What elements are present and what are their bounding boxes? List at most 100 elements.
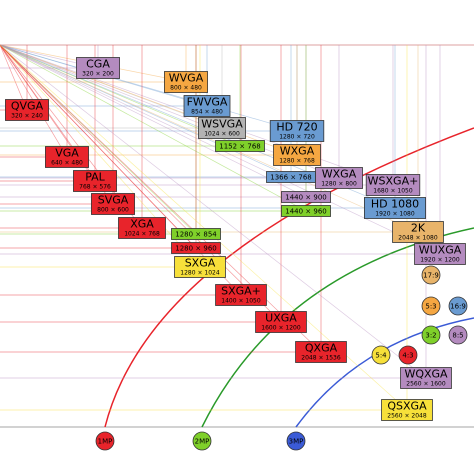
node-label: HD 1080 <box>371 198 419 211</box>
node-resolution: 1280 × 854 <box>175 231 217 239</box>
node-resolution: 1680 × 1050 <box>373 188 413 195</box>
node-label: FWVGA <box>187 96 228 109</box>
node-resolution: 1920 × 1200 <box>420 257 460 264</box>
node-resolution: 2560 × 1600 <box>406 381 446 388</box>
node-box <box>269 120 325 142</box>
node-box <box>76 57 120 79</box>
node-resolution: 1280 × 1024 <box>180 270 220 277</box>
node-box <box>45 146 89 168</box>
aspect-label: 5:3 <box>425 303 436 311</box>
megapixel-circle <box>286 431 306 451</box>
node-label: PAL <box>85 171 105 184</box>
aspect-label: 3:2 <box>425 332 436 340</box>
node-label: XGA <box>130 218 154 231</box>
node-box <box>400 367 452 389</box>
node-label: WUXGA <box>419 244 462 257</box>
aspect-circle <box>448 325 468 345</box>
node-resolution: 320 × 240 <box>11 113 43 120</box>
node-resolution: 2048 × 1536 <box>301 355 341 362</box>
node-label: WSXGA+ <box>368 175 419 188</box>
node-resolution: 2560 × 2048 <box>387 413 427 420</box>
guide-diag <box>0 44 292 178</box>
node-box <box>171 228 221 240</box>
guide-diag <box>0 44 307 212</box>
guide-diag <box>0 44 307 198</box>
node-box <box>281 205 331 217</box>
node-box <box>215 284 267 306</box>
aspect-label: 4:3 <box>402 352 413 360</box>
aspect-label: 5:4 <box>375 352 387 360</box>
node-box <box>363 197 426 219</box>
node-label: QVGA <box>11 100 44 113</box>
node-resolution: 1280 × 800 <box>321 181 357 188</box>
node-resolution: 854 × 480 <box>191 109 223 116</box>
node-box <box>215 140 265 152</box>
node-label: SVGA <box>98 194 129 207</box>
node-resolution: 800 × 600 <box>97 207 129 214</box>
guide-diag <box>0 44 282 323</box>
node-box <box>414 243 466 265</box>
node-box <box>273 144 321 166</box>
guide-diag <box>0 44 322 353</box>
node-box <box>281 191 331 203</box>
node-label: QXGA <box>305 342 338 355</box>
node-box <box>315 167 363 189</box>
guide-diag <box>0 44 427 379</box>
aspect-circle <box>371 345 391 365</box>
aspect-label: 8:5 <box>452 332 463 340</box>
aspect-circle <box>421 265 441 285</box>
node-resolution: 1440 × 900 <box>285 194 327 202</box>
node-resolution: 1920 × 1080 <box>375 211 415 218</box>
node-label: 2K <box>411 222 426 235</box>
aspect-label: 17:9 <box>423 272 439 280</box>
aspect-label: 16:9 <box>450 303 466 311</box>
node-label: HD 720 <box>276 121 317 134</box>
node-box <box>295 341 347 363</box>
node-resolution: 2048 × 1080 <box>398 235 438 242</box>
node-resolution: 1280 × 768 <box>279 158 315 165</box>
node-label: WQXGA <box>404 368 448 381</box>
guide-diag <box>0 44 298 132</box>
megapixel-label: 2MP <box>195 438 210 446</box>
node-box <box>73 170 117 192</box>
node-resolution: 1400 × 1050 <box>221 298 261 305</box>
megapixel-label: 3MP <box>289 438 304 446</box>
node-label: VGA <box>55 147 79 160</box>
node-box <box>118 217 166 239</box>
node-label: WVGA <box>169 72 204 85</box>
node-label: SXGA <box>185 257 216 270</box>
node-label: WXGA <box>322 168 357 181</box>
megapixel-circle <box>192 431 212 451</box>
node-resolution: 1600 × 1200 <box>261 325 301 332</box>
aspect-circle <box>421 325 441 345</box>
node-resolution: 1152 × 768 <box>219 143 261 151</box>
node-box <box>164 71 208 93</box>
node-box <box>171 242 221 254</box>
guide-diag <box>0 44 197 235</box>
node-resolution: 640 × 480 <box>51 160 83 167</box>
megapixel-circle <box>95 431 115 451</box>
node-resolution: 1440 × 960 <box>285 208 327 216</box>
node-box <box>381 399 433 421</box>
node-box <box>198 117 246 139</box>
node-resolution: 1280 × 720 <box>279 134 315 141</box>
node-box <box>91 193 135 215</box>
guide-diag <box>0 44 298 156</box>
node-label: CGA <box>86 58 110 71</box>
node-label: WSVGA <box>201 118 243 131</box>
aspect-circle <box>421 296 441 316</box>
node-box <box>392 221 444 243</box>
node-resolution: 1024 × 600 <box>204 131 240 138</box>
guide-diag <box>0 44 197 249</box>
node-label: UXGA <box>265 312 297 325</box>
node-box <box>255 311 307 333</box>
node-resolution: 768 × 576 <box>79 184 111 191</box>
node-box <box>174 256 226 278</box>
node-box <box>5 99 49 121</box>
node-label: WXGA <box>280 145 315 158</box>
node-resolution: 1024 × 768 <box>124 231 160 238</box>
node-resolution: 320 × 200 <box>82 71 114 78</box>
node-label: QSXGA <box>387 400 427 413</box>
node-resolution: 1280 × 960 <box>175 245 217 253</box>
